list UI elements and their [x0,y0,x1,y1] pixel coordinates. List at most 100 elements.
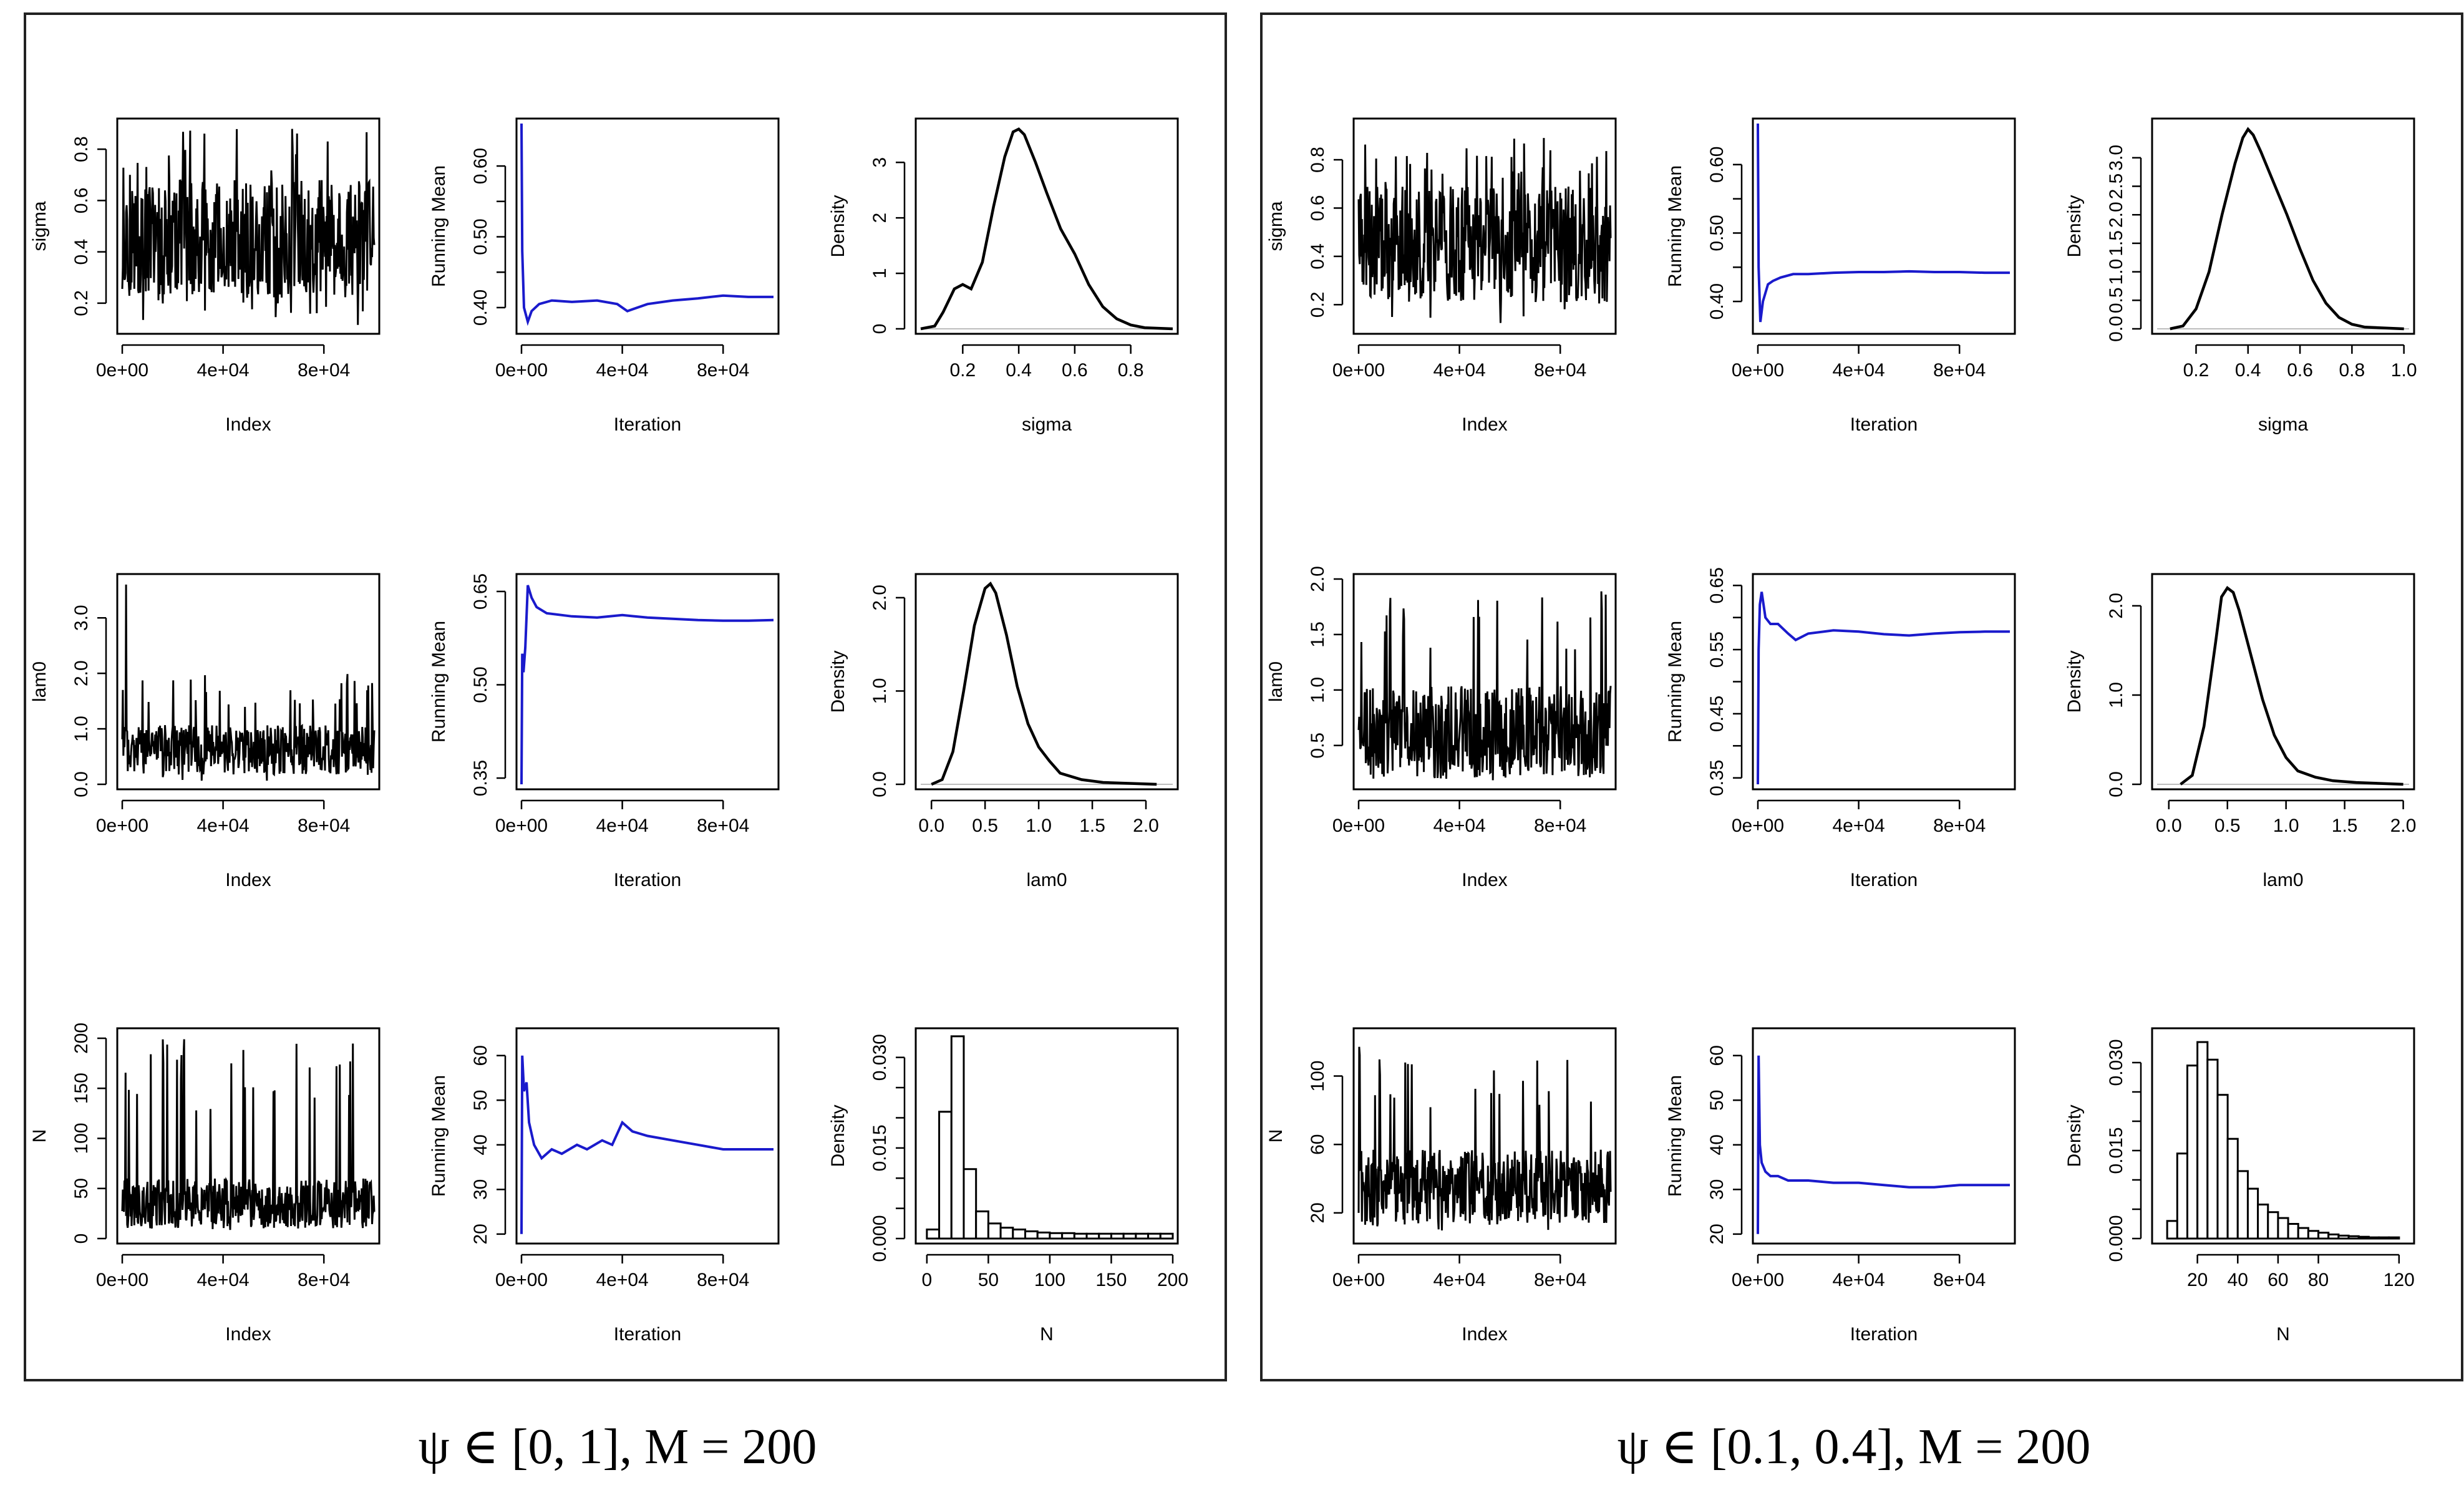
N-running-mean-right-y-tick-label: 30 [1707,1179,1727,1200]
sigma-density-left-x-tick-label: 0.8 [1118,360,1144,381]
left-panel-caption: ψ ∈ [0, 1], M = 200 [419,1419,817,1474]
sigma-running-mean-left-x-tick-label: 4e+04 [596,360,648,381]
sigma-density-left-density-curve [920,127,1173,331]
lam0-density-left-x-tick-label: 2.0 [1133,816,1159,836]
sigma-running-mean-right-y-label: Running Mean [1665,165,1686,287]
N-density-left-y-tick-label: 0.015 [870,1124,890,1171]
lam0-trace-right-y-tick-label: 1.5 [1307,621,1328,648]
sigma-density-right-x-label: sigma [2258,414,2308,435]
N-density-right-bar [2327,1233,2340,1240]
N-density-right-bar [2246,1187,2259,1240]
lam0-running-mean-left-x-label: Iteration [614,870,681,890]
N-density-left-x-tick-label: 150 [1095,1270,1127,1290]
N-density-left-bar [926,1228,941,1240]
N-density-right-x-tick-label: 40 [2228,1270,2248,1290]
sigma-density-right-x-tick-label: 0.4 [2235,360,2261,381]
lam0-running-mean-left-y-tick-label: 0.50 [470,666,491,703]
sigma-trace-left-y-tick-label: 0.8 [71,136,92,162]
N-density-right-x-tick-label: 60 [2268,1270,2288,1290]
sigma-density-left-x-tick-label: 0.4 [1006,360,1032,381]
lam0-density-left-x-tick-label: 1.5 [1079,816,1105,836]
lam0-trace-left-y-tick-label: 3.0 [71,605,92,631]
sigma-density-right-y-tick-label: 1.5 [2106,230,2127,256]
lam0-density-right-density-curve [2180,586,2403,786]
lam0-trace-right-x-label: Index [1462,870,1507,890]
sigma-density-left-y-tick-label: 1 [870,268,890,279]
N-running-mean-left-series-line [520,1055,774,1234]
sigma-running-mean-left-x-tick-label: 0e+00 [495,360,548,381]
sigma-trace-right-y-label: sigma [1266,201,1286,251]
lam0-density-right-y-tick-label: 0.0 [2106,771,2127,797]
N-density-left-bar [1061,1232,1075,1240]
N-density-right-bar [2176,1152,2188,1240]
lam0-trace-right-y-label: lam0 [1266,661,1286,702]
N-trace-left-trace-line [121,1039,376,1230]
lam0-running-mean-right-y-label: Running Mean [1665,621,1686,743]
lam0-running-mean-right-frame [1752,573,2016,791]
sigma-density-right-y-tick-label: 0.5 [2106,287,2127,313]
lam0-density-right-frame [2151,573,2415,791]
lam0-trace-left-x-label: Index [225,870,271,890]
N-density-right-bar [2236,1170,2249,1240]
lam0-running-mean-right-series-line [1757,592,2010,785]
N-density-right-bar [2297,1227,2309,1240]
N-running-mean-left-y-tick-label: 40 [470,1134,491,1155]
lam0-trace-right-y-tick-label: 0.5 [1307,733,1328,759]
sigma-trace-left-x-tick-label: 4e+04 [196,360,249,381]
N-density-left-bar [1147,1232,1162,1240]
N-trace-left-x-label: Index [225,1324,271,1345]
N-density-left-x-tick-label: 50 [978,1270,999,1290]
N-trace-right-plot: 0e+00 4e+04 8e+04 20 60 100 Index N [1266,1027,1617,1345]
N-density-left-bar [987,1222,1002,1240]
N-running-mean-right-frame [1752,1027,2016,1245]
sigma-running-mean-right-y-tick-label: 0.50 [1707,215,1727,251]
sigma-trace-right-frame [1352,117,1617,335]
left-panel-frame [24,12,1227,1381]
sigma-density-left-y-tick-label: 2 [870,213,890,223]
N-trace-right-x-tick-label: 8e+04 [1534,1270,1586,1290]
sigma-running-mean-right-plot: 0e+00 4e+04 8e+04 0.40 0.50 0.60 Iteration Runn… [1665,117,2016,435]
N-trace-right-y-label: N [1266,1129,1286,1143]
lam0-running-mean-right-y-tick-label: 0.55 [1707,631,1727,668]
sigma-running-mean-left-plot: 0e+00 4e+04 8e+04 0.40 0.50 0.60 Iteration Runn… [429,117,780,435]
lam0-density-left-y-tick-label: 1.0 [870,678,890,704]
N-density-left-bar [950,1035,965,1240]
sigma-running-mean-right-x-tick-label: 8e+04 [1933,360,1986,381]
N-density-left-y-tick-label: 0.000 [870,1215,890,1262]
sigma-density-right-frame [2151,117,2415,335]
N-running-mean-right-y-label: Running Mean [1665,1075,1686,1197]
N-density-left-y-label: Density [828,1104,848,1167]
lam0-trace-left-frame [116,573,381,791]
N-density-right-bar [2347,1235,2360,1240]
N-trace-left-y-tick-label: 0 [71,1234,92,1244]
N-trace-left-y-tick-label: 200 [71,1023,92,1054]
lam0-density-right-x-tick-label: 0.0 [2156,816,2182,836]
N-running-mean-right-y-tick-label: 40 [1707,1134,1727,1155]
N-density-right-y-tick-label: 0.030 [2106,1039,2127,1086]
N-density-left-bar [1012,1228,1027,1240]
N-trace-left-plot: 0e+00 4e+04 8e+04 0 50 100 150 200 Index N [29,1023,381,1345]
N-density-left-bar [999,1227,1014,1240]
sigma-density-left-y-label: Density [828,195,848,257]
N-density-right-bar [2267,1211,2279,1240]
sigma-density-left-x-tick-label: 0.6 [1062,360,1088,381]
N-running-mean-left-y-tick-label: 30 [470,1179,491,1200]
sigma-running-mean-left-series-line [520,123,774,326]
N-density-right-bar [2257,1203,2269,1240]
N-density-right-frame [2151,1027,2415,1245]
lam0-density-right-x-tick-label: 1.0 [2273,816,2299,836]
lam0-density-left-x-tick-label: 0.0 [918,816,944,836]
lam0-running-mean-right-x-tick-label: 8e+04 [1933,816,1986,836]
sigma-density-right-y-label: Density [2064,195,2085,257]
right-panel-caption: ψ ∈ [0.1, 0.4], M = 200 [1618,1419,2091,1474]
lam0-trace-right-y-tick-label: 1.0 [1307,677,1328,703]
N-density-left-frame [914,1027,1179,1245]
N-running-mean-left-x-label: Iteration [614,1324,681,1345]
N-density-left-bar [1085,1232,1100,1240]
N-density-right-x-tick-label: 80 [2308,1270,2329,1290]
N-density-left-bar [1036,1231,1051,1240]
lam0-density-left-y-label: Density [828,650,848,713]
N-density-right-y-tick-label: 0.000 [2106,1215,2127,1262]
sigma-trace-left-x-tick-label: 0e+00 [96,360,148,381]
